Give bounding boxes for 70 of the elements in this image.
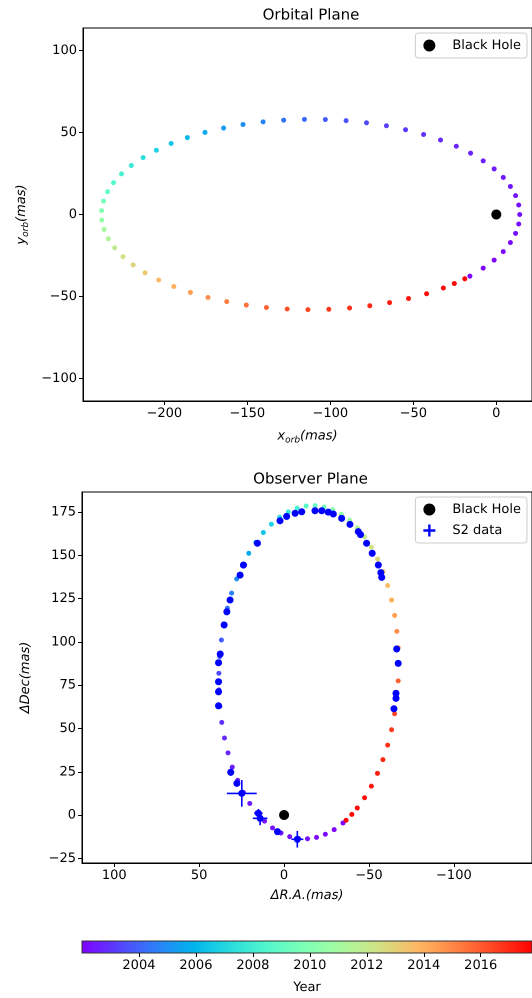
y-tick-label: −50: [50, 289, 77, 304]
color-bar-label: 2006: [179, 958, 212, 973]
point: [330, 510, 337, 518]
point: [283, 512, 290, 520]
y-tick-label: 100: [51, 634, 76, 650]
y-tick-label: 0: [68, 808, 76, 823]
y-tick-label: 25: [59, 764, 76, 780]
point: [393, 646, 400, 653]
point: [378, 574, 386, 581]
point: [338, 514, 346, 522]
point: [298, 508, 306, 516]
y-axis-title: ΔDec(mas): [18, 642, 33, 714]
y-tick-label: 125: [51, 591, 76, 606]
chart-title: Observer Plane: [253, 470, 368, 488]
point: [254, 540, 261, 547]
y-tick-label: 50: [59, 720, 76, 736]
point: [318, 507, 326, 514]
point: [363, 540, 370, 547]
x-tick-label: −100: [312, 406, 348, 421]
point: [292, 510, 299, 517]
point: [368, 550, 376, 557]
color-bar-label: 2012: [350, 958, 384, 973]
point: [390, 705, 398, 712]
point: [276, 517, 284, 524]
x-tick-label: −150: [229, 406, 266, 421]
point: [238, 790, 246, 797]
x-tick-label: 50: [190, 868, 208, 883]
point: [256, 814, 264, 822]
point: [346, 520, 354, 528]
point: [374, 562, 382, 569]
point: [311, 507, 318, 514]
point: [215, 659, 222, 666]
color-bar-label: 2016: [464, 958, 498, 973]
color-bar-label: 2014: [407, 958, 440, 973]
y-tick-label: −100: [41, 371, 77, 386]
color-bar-label: 2008: [236, 958, 270, 973]
point: [294, 836, 301, 843]
color-bar-label: 2004: [122, 958, 156, 973]
y-tick-label: 100: [52, 42, 77, 58]
point: [236, 572, 244, 579]
point: [215, 688, 222, 696]
y-tick-label: 150: [51, 548, 76, 563]
point: [279, 810, 290, 820]
chart-title: Orbital Plane: [262, 6, 360, 24]
y-axis-title: yorb(mas): [14, 184, 31, 246]
point: [215, 678, 222, 686]
color-bar-label: 2010: [293, 958, 326, 973]
legend-label: S2 data: [452, 523, 502, 538]
x-tick-label: −200: [146, 406, 182, 421]
point: [226, 596, 234, 604]
x-tick-label: −100: [436, 868, 472, 883]
legend-label: Black Hole: [452, 38, 522, 53]
x-tick-label: 100: [102, 868, 127, 883]
point: [274, 828, 281, 836]
x-tick-label: −50: [355, 868, 383, 883]
point: [216, 650, 224, 658]
point: [233, 780, 240, 787]
y-tick-label: 175: [51, 504, 76, 520]
y-tick-label: 0: [68, 207, 77, 222]
point: [223, 608, 230, 616]
y-tick-label: −25: [48, 850, 76, 866]
x-tick-label: 0: [492, 406, 500, 421]
x-tick-label: 0: [280, 868, 288, 883]
x-tick-label: −50: [400, 406, 428, 421]
y-tick-label: 50: [60, 124, 77, 140]
color-bar-title: Year: [292, 980, 322, 995]
x-axis-title: ΔR.A.(mas): [270, 888, 344, 903]
legend-label: Black Hole: [452, 502, 522, 517]
y-tick-label: 75: [59, 678, 76, 693]
point: [357, 531, 364, 538]
